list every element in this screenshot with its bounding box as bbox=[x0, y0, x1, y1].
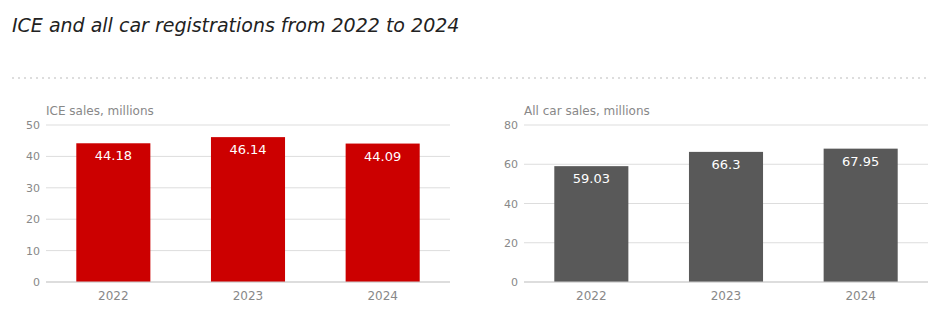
y-tick-label: 60 bbox=[504, 158, 518, 171]
y-tick-label: 20 bbox=[26, 213, 40, 226]
data-labels: 59.03 66.3 67.95 bbox=[573, 154, 880, 187]
grid-line bbox=[524, 282, 928, 283]
x-tick-label: 2022 bbox=[576, 289, 607, 303]
grid-line bbox=[46, 125, 450, 126]
data-label: 44.09 bbox=[364, 149, 401, 164]
y-tick-label: 50 bbox=[26, 119, 40, 132]
grid-line bbox=[46, 282, 450, 283]
x-tick-label: 2022 bbox=[98, 289, 129, 303]
bars bbox=[76, 137, 419, 282]
bar bbox=[554, 166, 628, 282]
y-tick-label: 40 bbox=[504, 198, 518, 211]
title: ICE and all car registrations from 2022 … bbox=[12, 14, 459, 36]
y-tick-label: 40 bbox=[26, 150, 40, 163]
chart-root: ICE and all car registrations from 2022 … bbox=[0, 0, 940, 320]
data-labels: 44.18 46.14 44.09 bbox=[95, 142, 402, 163]
grid-line bbox=[524, 125, 928, 126]
background bbox=[0, 0, 940, 320]
x-axis-line bbox=[46, 282, 450, 283]
data-label: 66.3 bbox=[712, 157, 741, 172]
y-tick-label: 0 bbox=[511, 276, 518, 289]
data-label: 46.14 bbox=[229, 142, 266, 157]
data-label: 67.95 bbox=[842, 154, 879, 169]
panel: ICE sales, millions 0 10 20 30 40 50 44.18 46.14… bbox=[26, 104, 450, 303]
y-tick-label: 0 bbox=[33, 276, 40, 289]
x-tick-label: 2024 bbox=[845, 289, 876, 303]
x-tick-label: 2024 bbox=[367, 289, 398, 303]
bar bbox=[211, 137, 285, 282]
y-tick-label: 80 bbox=[504, 119, 518, 132]
data-label: 59.03 bbox=[573, 171, 610, 186]
separator bbox=[12, 78, 928, 79]
data-label: 44.18 bbox=[95, 148, 132, 163]
y-tick-label: 30 bbox=[26, 182, 40, 195]
panel: All car sales, millions 0 20 40 60 80 59.03 66.… bbox=[504, 104, 928, 303]
x-tick-label: 2023 bbox=[711, 289, 742, 303]
x-tick-label: 2023 bbox=[233, 289, 264, 303]
chart-svg: ICE and all car registrations from 2022 … bbox=[0, 0, 940, 320]
axis-label: ICE sales, millions bbox=[46, 104, 154, 118]
bar bbox=[76, 143, 150, 282]
x-axis-line bbox=[524, 282, 928, 283]
bar bbox=[346, 144, 420, 282]
bars bbox=[554, 149, 897, 282]
y-tick-label: 20 bbox=[504, 237, 518, 250]
axis-label: All car sales, millions bbox=[524, 104, 650, 118]
bar bbox=[824, 149, 898, 282]
bar bbox=[689, 152, 763, 282]
y-tick-label: 10 bbox=[26, 245, 40, 258]
